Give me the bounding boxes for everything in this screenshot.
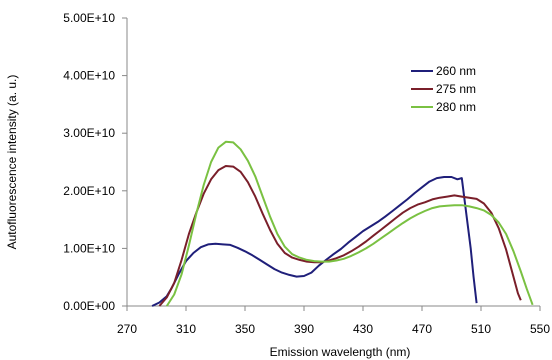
x-tick-label: 470 [412, 322, 432, 336]
y-tick-label: 3.00E+10 [63, 126, 115, 140]
x-tick-label: 510 [471, 322, 491, 336]
legend-label: 260 nm [436, 64, 476, 78]
x-tick-label: 550 [530, 322, 550, 336]
series-line-275-nm [158, 165, 522, 307]
x-tick-label: 430 [353, 322, 373, 336]
x-axis-title: Emission wavelength (nm) [270, 345, 411, 359]
y-tick-label: 5.00E+10 [63, 11, 115, 25]
y-tick-label: 0.00E+00 [63, 299, 115, 313]
legend-label: 280 nm [436, 100, 476, 114]
y-axis-title: Autofluorescence intensity (a. u.) [5, 75, 19, 250]
legend: 260 nm 275 nm 280 nm [411, 64, 476, 114]
legend-label: 275 nm [436, 82, 476, 96]
x-ticks: 270 310 350 390 430 470 510 550 [117, 306, 550, 336]
series-lines [151, 140, 534, 307]
x-tick-label: 350 [235, 322, 255, 336]
x-tick-label: 310 [176, 322, 196, 336]
y-tick-label: 1.00E+10 [63, 241, 115, 255]
x-tick-label: 270 [117, 322, 137, 336]
y-tick-label: 2.00E+10 [63, 184, 115, 198]
y-tick-label: 4.00E+10 [63, 69, 115, 83]
x-tick-label: 390 [294, 322, 314, 336]
y-ticks: 0.00E+00 1.00E+10 2.00E+10 3.00E+10 4.00E+10… [63, 11, 127, 313]
series-line-280-nm [165, 140, 534, 307]
